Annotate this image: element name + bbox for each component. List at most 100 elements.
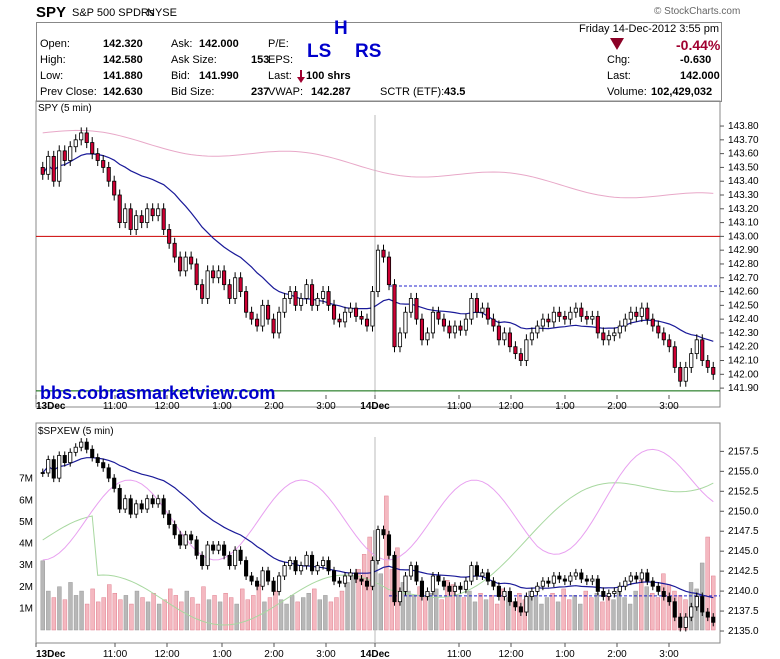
candle-body [419, 318, 425, 341]
candle-body [106, 467, 111, 479]
candle-body [238, 549, 243, 561]
asksize-value: 153 [251, 54, 270, 66]
candle-body [150, 498, 155, 505]
candle-body [353, 572, 359, 580]
candle-body [496, 585, 501, 597]
candle-body [546, 318, 551, 323]
candle-body [128, 498, 133, 515]
candle-body [375, 249, 381, 292]
symbol: SPY [36, 4, 67, 21]
candle-body [480, 572, 485, 577]
candle-body [320, 291, 326, 299]
candle-body [606, 593, 611, 597]
x-tick-label: 2:00 [264, 401, 284, 412]
candle-body [62, 150, 67, 161]
x-tick-label: 12:00 [498, 401, 523, 412]
copyright: © StockCharts.com [654, 6, 741, 17]
candle-body [304, 284, 309, 299]
candle-body [266, 570, 271, 582]
low-label: Low: [40, 70, 64, 82]
volume-bar [151, 592, 156, 631]
volume-bar [217, 601, 223, 631]
y-tick-label: 142.80 [728, 259, 759, 270]
y-tick-label: 143.00 [728, 231, 759, 242]
candle-body [189, 534, 194, 541]
candle-body [123, 498, 128, 510]
volume-tick-label: 4M [19, 539, 33, 550]
y-tick-label: 2150.0 [728, 506, 759, 517]
spxew-panel-title: $SPXEW (5 min) [38, 426, 114, 437]
candle-body [694, 339, 699, 355]
y-tick-label: 2155.0 [728, 466, 759, 477]
y-tick-label: 2152.5 [728, 486, 759, 497]
volume-bar [627, 603, 633, 631]
candle-body [271, 318, 276, 334]
candle-body [73, 446, 78, 453]
candle-body [700, 596, 705, 613]
candle-body [84, 132, 89, 143]
candle-body [551, 311, 556, 323]
y-tick-label: 2145.0 [728, 546, 759, 557]
x-tick-label: 12:00 [498, 649, 523, 659]
candle-body [441, 580, 446, 587]
candle-body [535, 585, 540, 592]
candle-body [408, 565, 414, 577]
y-tick-label: 142.30 [728, 328, 759, 339]
candle-body [474, 565, 479, 577]
candle-body [309, 554, 315, 572]
candle-body [194, 263, 199, 286]
volume-bar [406, 590, 411, 631]
ask-label: Ask: [171, 38, 193, 50]
volume-bar [550, 592, 555, 631]
x-tick-label: 11:00 [447, 401, 472, 412]
candle-body [425, 591, 430, 597]
candle-body [211, 270, 216, 279]
x-tick-label: 12:00 [154, 649, 179, 659]
candle-body [161, 498, 166, 515]
candle-body [573, 572, 578, 577]
candle-body [293, 291, 298, 306]
volume-bar [583, 590, 588, 631]
candle-body [326, 560, 331, 572]
volume-bar [195, 603, 201, 631]
y-tick-label: 143.10 [728, 218, 759, 229]
y-tick-label: 2147.5 [728, 526, 759, 537]
candle-body [117, 194, 122, 223]
candle-body [392, 554, 397, 603]
candle-body [288, 560, 293, 567]
volume-label: Volume: [607, 86, 647, 98]
x-tick-label: 2:00 [607, 401, 627, 412]
moving-average-line [42, 153, 714, 342]
candle-body [150, 208, 155, 217]
candle-body [112, 180, 117, 196]
candle-body [568, 311, 573, 320]
candle-body [106, 167, 111, 182]
candle-body [628, 311, 633, 320]
candle-body [711, 367, 716, 375]
candle-body [172, 524, 177, 536]
candle-body [672, 601, 677, 618]
eps-label: EPS: [268, 54, 294, 66]
volume-bar [472, 601, 478, 631]
candle-body [683, 616, 688, 628]
volume-bar [345, 582, 350, 631]
candle-body [205, 270, 210, 299]
low-value: 141.880 [103, 70, 143, 82]
y-tick-label: 143.40 [728, 176, 759, 187]
candle-body [623, 580, 628, 587]
candle-body [485, 572, 490, 582]
candle-body [200, 284, 205, 299]
candle-body [524, 339, 529, 361]
volume-bar [301, 597, 306, 631]
y-tick-label: 142.40 [728, 314, 759, 325]
x-tick-label: 1:00 [555, 401, 575, 412]
date-line: Friday 14-Dec-2012 3:55 pm [579, 23, 720, 35]
candle-body [381, 529, 386, 536]
volume-bar [555, 601, 561, 631]
x-tick-label: 3:00 [659, 649, 679, 659]
candle-body [57, 455, 62, 479]
candle-body [425, 332, 430, 341]
candle-body [145, 208, 150, 223]
volume-tick-label: 5M [19, 517, 33, 528]
candle-body [562, 315, 567, 320]
